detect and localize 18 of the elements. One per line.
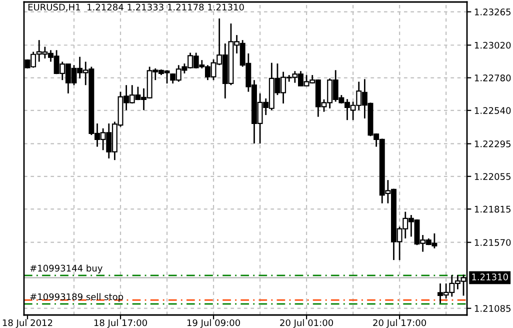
ref-line-label: #10993144 buy (30, 264, 102, 274)
y-tick-label: 1.21815 (474, 206, 510, 213)
y-tick-label: 1.22540 (474, 107, 511, 114)
y-tick-label: 1.22055 (474, 173, 510, 180)
y-tick-label: 1.21085 (474, 305, 510, 312)
x-tick-label: 20 Jul 01:00 (280, 319, 334, 328)
ref-line-label: #10993189 sell stop (30, 293, 124, 302)
y-tick-label: 1.21570 (474, 239, 511, 246)
x-tick-label: 19 Jul 09:00 (187, 319, 240, 328)
y-tick-label: 1.23020 (474, 42, 511, 49)
x-tick-label: 20 Jul 17:00 (373, 319, 426, 328)
x-tick-label: 18 Jul 2012 (2, 319, 52, 328)
x-tick-label: 18 Jul 17:00 (94, 319, 147, 328)
ref-line-label: 1.21310 (472, 274, 508, 280)
y-tick-label: 1.23265 (474, 8, 510, 16)
chart-title: EURUSD,H1 1.21284 1.21333 1.21178 1.21310 (28, 4, 244, 12)
y-tick-label: 1.22295 (474, 140, 510, 148)
y-tick-label: 1.22780 (474, 74, 511, 82)
